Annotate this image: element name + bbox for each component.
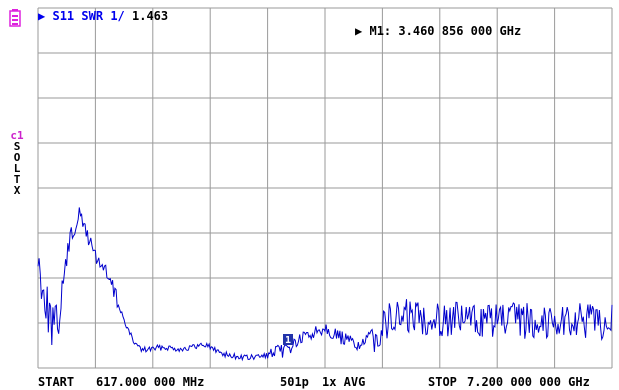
averaging[interactable]: 1x AVG <box>322 375 365 389</box>
battery-icon <box>9 9 21 27</box>
cal-letter: L <box>13 162 21 175</box>
marker-frequency: 3.460 856 000 GHz <box>398 24 521 38</box>
calibration-status: c1 S O L T X <box>10 130 24 196</box>
cal-letter: O <box>13 151 21 164</box>
marker-active-icon: ▶ <box>355 24 363 38</box>
marker-label: M1: <box>369 24 391 38</box>
marker-index-label: 1 <box>285 335 291 346</box>
marker-flag-icon[interactable]: 1 <box>283 334 293 346</box>
s11-swr-trace <box>37 207 613 362</box>
marker-readout[interactable]: ▶ M1: 3.460 856 000 GHz <box>355 24 521 38</box>
cal-letter: T <box>13 173 21 186</box>
sweep-points[interactable]: 501p <box>280 375 309 389</box>
trace-header[interactable]: ▶ S11 SWR 1/ 1.463 <box>38 9 168 23</box>
calibration-channel: c1 <box>10 129 24 142</box>
trace-scale: 1/ <box>110 9 124 23</box>
stop-frequency[interactable]: 7.200 000 000 GHz <box>467 375 590 389</box>
trace-active-icon: ▶ <box>38 9 46 23</box>
trace-format: SWR <box>81 9 103 23</box>
stop-label[interactable]: STOP <box>428 375 457 389</box>
start-label[interactable]: START <box>38 375 74 389</box>
trace-parameter: S11 <box>52 9 74 23</box>
cal-letter: S <box>13 140 21 153</box>
chart-grid <box>37 7 613 369</box>
start-frequency[interactable]: 617.000 000 MHz <box>96 375 204 389</box>
cal-letter: X <box>13 184 21 197</box>
trace-value: 1.463 <box>132 9 168 23</box>
